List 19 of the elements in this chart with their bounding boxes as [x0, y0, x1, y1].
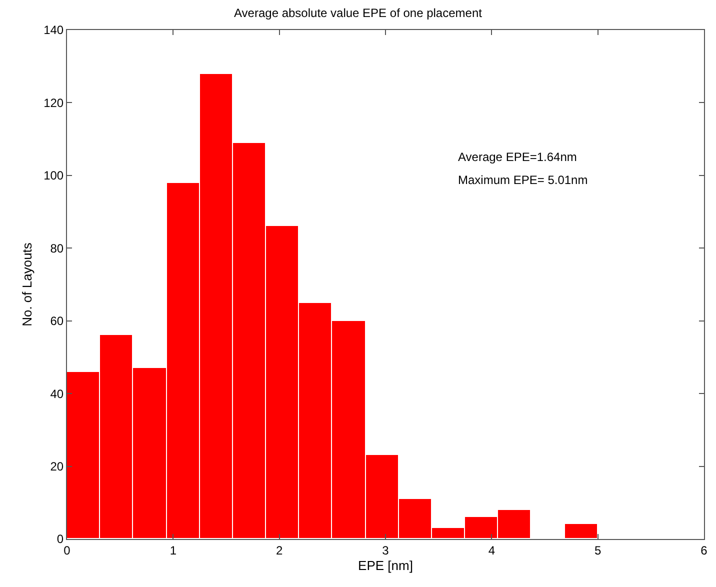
chart-title: Average absolute value EPE of one placement	[234, 6, 483, 20]
y-tick-label: 20	[50, 459, 64, 474]
x-axis-title: EPE [nm]	[358, 558, 413, 573]
x-tick-label: 6	[700, 543, 708, 558]
y-tick-label: 100	[44, 168, 64, 183]
y-tick-label: 140	[44, 23, 64, 38]
annotation: Average EPE=1.64nm	[458, 150, 577, 164]
y-tick-label: 120	[44, 96, 64, 110]
x-tick-label: 1	[170, 543, 177, 558]
y-tick-label: 40	[50, 386, 64, 401]
x-tick-label: 4	[488, 543, 496, 558]
x-tick-label: 3	[382, 543, 390, 558]
y-tick-label: 0	[56, 532, 64, 546]
annotation: Maximum EPE= 5.01nm	[458, 173, 588, 187]
y-tick-label: 60	[50, 314, 64, 328]
x-tick-label: 2	[276, 543, 283, 558]
y-tick-label: 80	[50, 241, 64, 256]
y-axis-title: No. of Layouts	[20, 242, 35, 326]
x-tick-label: 5	[594, 543, 602, 558]
